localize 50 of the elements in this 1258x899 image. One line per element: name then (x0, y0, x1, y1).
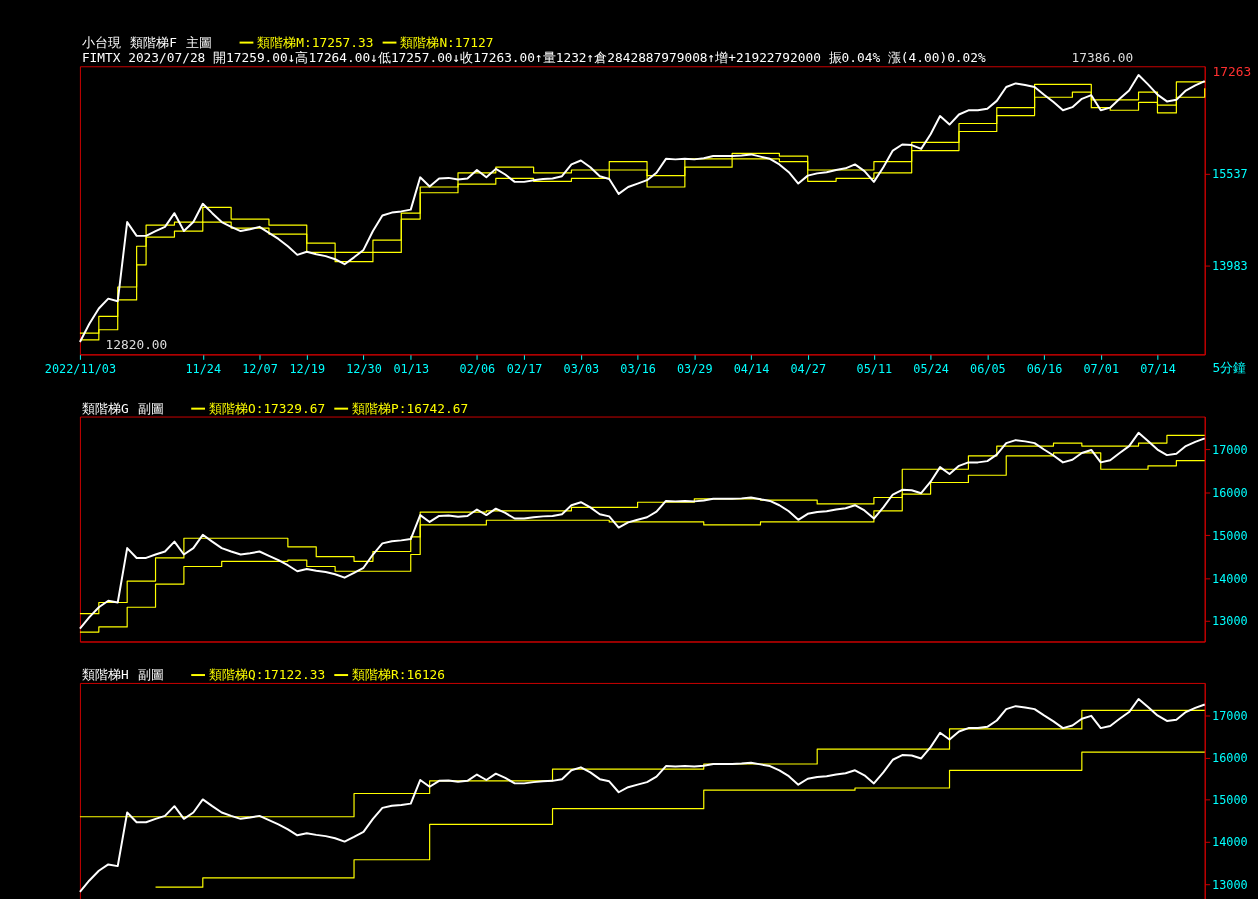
text: 17386.00 (1071, 50, 1134, 66)
y-tick-label: 14000 (1212, 835, 1248, 850)
chart-title: 類階梯H (81, 666, 129, 682)
x-tick-label: 03/16 (620, 361, 656, 376)
y-tick-label: 16000 (1212, 751, 1248, 766)
y-tick-label: 13983 (1212, 259, 1248, 274)
x-tick-label: 03/29 (677, 361, 713, 376)
x-tick-label: 03/03 (563, 361, 600, 376)
y-tick-label: 15000 (1212, 528, 1248, 543)
chart-title: 類階梯G (81, 400, 129, 416)
x-tick-label: 05/11 (856, 361, 893, 376)
legend-label: 類階梯P:16742.67 (352, 400, 469, 416)
y-tick-label: 15537 (1212, 166, 1248, 181)
legend-label: 類階梯N:17127 (400, 34, 494, 50)
x-tick-label: 2022/11/03 (44, 361, 117, 376)
x-tick-label: 07/14 (1140, 361, 1176, 376)
chart-subtitle: 主圖 (186, 34, 213, 50)
y-tick-label: 14000 (1212, 571, 1248, 586)
legend-label: 類階梯M:17257.33 (257, 34, 374, 50)
chart-title: 類階梯F (130, 34, 177, 50)
x-tick-label: 02/06 (459, 361, 496, 376)
x-tick-label: 12/19 (289, 361, 326, 376)
line-series (78, 697, 1206, 893)
y-tick-label: 13000 (1212, 614, 1248, 629)
x-tick-label: 04/14 (733, 361, 770, 376)
x-tick-label: 02/17 (506, 361, 543, 376)
x-tick-label: 11/24 (185, 361, 222, 376)
x-tick-label: 07/01 (1083, 361, 1120, 376)
y-tick-label: 13000 (1212, 877, 1248, 892)
text: 5分鐘 (1212, 360, 1247, 376)
x-tick-label: 06/05 (970, 361, 1006, 376)
x-tick-label: 05/24 (913, 361, 949, 376)
x-tick-label: 04/27 (790, 361, 827, 376)
annotation: 12820.00 (105, 336, 168, 352)
y-tick-label: 15000 (1212, 793, 1248, 808)
x-tick-label: 12/07 (242, 361, 278, 376)
y-tick-label: 16000 (1212, 485, 1248, 500)
y-tick-label: 17000 (1212, 442, 1248, 457)
x-tick-label: 01/13 (393, 361, 430, 376)
chart-subtitle: 副圖 (137, 666, 164, 682)
text: 小台現 (81, 34, 121, 50)
legend-label: 類階梯O:17329.67 (208, 400, 326, 416)
text: 17263 (1212, 64, 1252, 80)
legend-label: 類階梯Q:17122.33 (208, 666, 326, 682)
text: FIMTX 2023/07/28 開17259.00↓高17264.00↓低17257.00↓收17263.00↑量1232↑倉2842887979008↑增+21922792000 振0.04% 漲(4.00)0.02% (81, 50, 986, 66)
chart-subtitle: 副圖 (137, 400, 164, 416)
y-tick-label: 17000 (1212, 708, 1248, 723)
x-tick-label: 06/16 (1026, 361, 1063, 376)
legend-label: 類階梯R:16126 (352, 666, 446, 682)
x-tick-label: 12/30 (346, 361, 382, 376)
